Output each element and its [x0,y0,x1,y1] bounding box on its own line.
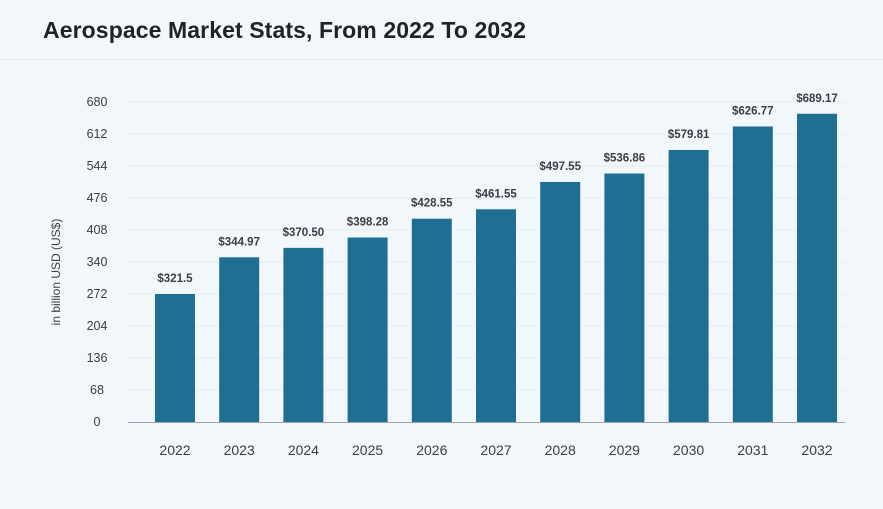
x-tick-label: 2029 [609,442,640,458]
y-tick-label: 340 [87,255,108,269]
bars [155,113,837,423]
bar-2025 [347,237,388,422]
x-tick-label: 2022 [159,442,190,458]
data-label: $321.5 [157,273,193,285]
data-label: $344.97 [218,236,260,248]
data-label: $398.28 [347,217,389,229]
y-tick-label: 0 [94,415,101,429]
x-tick-label: 2025 [352,442,383,458]
data-label: $461.55 [475,188,517,200]
bar-2028 [540,182,581,422]
y-axis-ticks: 0 68 136 204 272 340 408 476 544 612 680 [87,95,108,429]
data-label: $579.81 [668,129,710,141]
x-tick-label: 2031 [737,442,768,458]
data-label: $428.55 [411,198,453,210]
x-tick-label: 2024 [288,442,319,458]
x-tick-label: 2023 [224,442,255,458]
x-tick-label: 2027 [480,442,511,458]
y-axis-label: in billion USD (US$) [49,219,63,326]
x-tick-label: 2026 [416,442,447,458]
bar-2031 [732,126,773,423]
y-tick-label: 544 [87,159,108,173]
y-tick-label: 612 [87,127,108,141]
y-tick-label: 272 [87,287,108,301]
data-label: $370.50 [283,227,325,239]
data-label: $536.86 [604,153,646,165]
data-label: $626.77 [732,105,774,117]
bar-2022 [155,294,195,422]
bar-2030 [668,150,709,422]
y-tick-label: 68 [90,383,104,397]
bar-2023 [219,257,260,422]
y-tick-label: 204 [87,319,108,333]
bar-2026 [411,218,452,422]
data-labels: $321.5 $344.97 $370.50 $398.28 $428.55 $461.5… [157,93,837,285]
y-tick-label: 680 [87,95,108,109]
bar-2024 [283,247,324,422]
chart-header: Aerospace Market Stats, From 2022 To 203… [0,0,883,60]
x-tick-label: 2032 [801,442,832,458]
chart-title: Aerospace Market Stats, From 2022 To 203… [43,17,527,43]
x-tick-label: 2028 [545,442,576,458]
data-label: $497.55 [539,161,581,173]
y-tick-label: 408 [87,223,108,237]
x-tick-label: 2030 [673,442,704,458]
y-tick-label: 476 [87,191,108,205]
x-axis-ticks: 2022 2023 2024 2025 2026 2027 2028 2029 2030 2031… [159,442,832,458]
bar-2027 [476,209,516,422]
bar-2032 [797,113,837,422]
bar-2029 [604,173,645,422]
y-tick-label: 136 [87,351,108,365]
data-label: $689.17 [796,93,838,105]
